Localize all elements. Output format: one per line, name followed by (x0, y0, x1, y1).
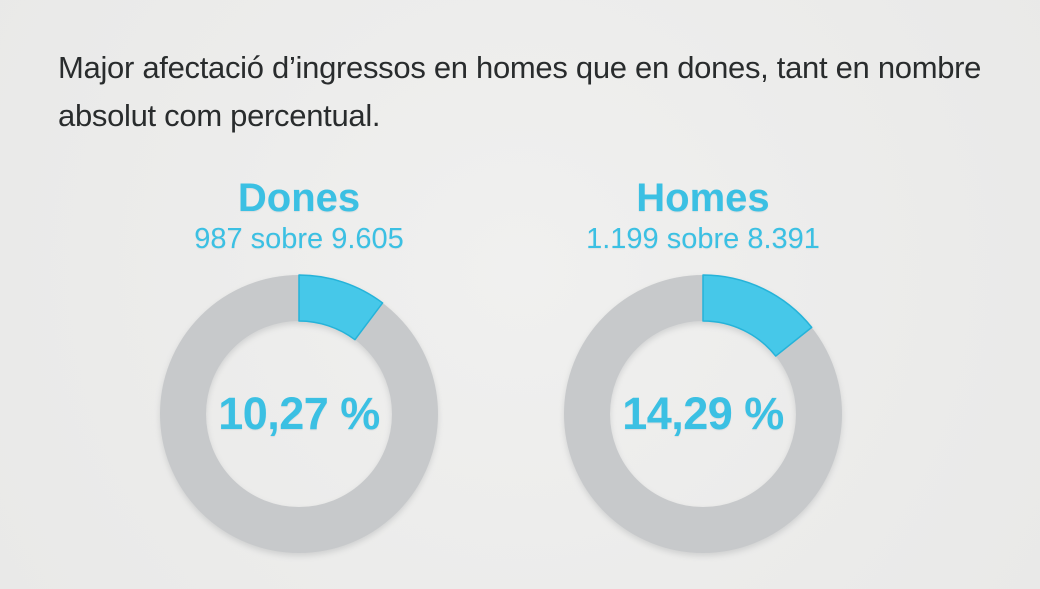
donut-ring-homes (564, 274, 842, 553)
donut-subtitle-homes: 1.199 sobre 8.391 (586, 223, 820, 255)
donut-group-dones: Dones 987 sobre 9.605 10,27 % (109, 176, 489, 556)
donut-label-homes: Homes (636, 176, 770, 220)
donut-label-dones: Dones (237, 176, 361, 220)
donut-subtitle-dones: 987 sobre 9.605 (194, 223, 404, 255)
infographic-title: Major afectació d’ingressos en homes que… (58, 50, 982, 133)
donut-group-homes: Homes 1.199 sobre 8.391 14,29 % (513, 176, 893, 556)
donut-ring-dones (160, 274, 438, 553)
donut-chart-dones: 10,27 % (157, 272, 441, 556)
donut-chart-homes: 14,29 % (561, 272, 845, 556)
